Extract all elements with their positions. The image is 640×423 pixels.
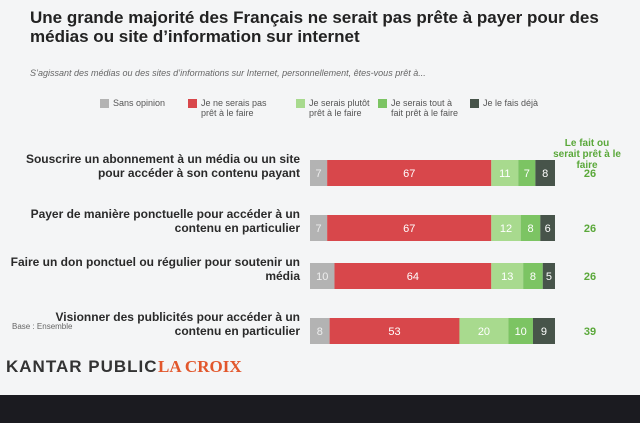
- data-label: 10: [515, 326, 527, 338]
- bar-segment: [532, 318, 555, 344]
- data-label: 6: [545, 223, 551, 235]
- data-label: 64: [407, 271, 419, 283]
- bar-segment: [310, 263, 335, 289]
- data-label: 5: [546, 271, 552, 283]
- bar-segment: [310, 160, 328, 186]
- bar-segment: [520, 215, 541, 241]
- total-label: 26: [584, 168, 596, 180]
- data-label: 7: [316, 223, 322, 235]
- data-label: 53: [388, 326, 400, 338]
- data-label: 7: [524, 168, 530, 180]
- data-label: 11: [499, 168, 510, 180]
- data-label: 7: [316, 168, 322, 180]
- data-label: 67: [403, 168, 415, 180]
- data-label: 8: [530, 271, 536, 283]
- total-label: 26: [584, 271, 596, 283]
- data-label: 12: [500, 223, 512, 235]
- legend-swatch: [470, 99, 479, 108]
- category-label: Visionner des publicités pour accéder à …: [55, 310, 300, 338]
- logo: LA CROIX: [158, 357, 242, 376]
- data-label: 8: [317, 326, 323, 338]
- category-label: Souscrire un abonnement à un média ou un…: [25, 152, 300, 180]
- bar-segment: [491, 263, 524, 289]
- bar-segment: [327, 160, 492, 186]
- bar-segment: [327, 215, 492, 241]
- data-label: 9: [541, 326, 547, 338]
- data-label: 8: [542, 168, 548, 180]
- legend-swatch: [378, 99, 387, 108]
- legend-swatch: [188, 99, 197, 108]
- legend-swatch: [296, 99, 305, 108]
- bar-segment: [523, 263, 543, 289]
- total-label: 39: [584, 326, 596, 338]
- data-label: 20: [478, 326, 490, 338]
- data-label: 8: [527, 223, 533, 235]
- total-label: 26: [584, 223, 596, 235]
- totals-title: Le fait ou serait prêt à le faire: [553, 138, 621, 171]
- bar-segment: [508, 318, 533, 344]
- bar-segment: [540, 215, 555, 241]
- logo: KANTAR PUBLIC: [6, 357, 158, 376]
- bar-segment: [518, 160, 536, 186]
- bar-segment: [329, 318, 460, 344]
- category-label: Payer de manière ponctuelle pour accéder…: [30, 207, 300, 235]
- bar-segment: [310, 215, 328, 241]
- legend-label: Je serais plutôt prêt à le faire: [309, 98, 370, 118]
- data-label: 67: [403, 223, 415, 235]
- chart-title: Une grande majorité des Français ne sera…: [30, 8, 599, 46]
- data-label: 10: [316, 271, 328, 283]
- legend-label: Sans opinion: [113, 98, 166, 108]
- legend-label: Je serais tout à fait prêt à le faire: [391, 98, 459, 118]
- legend-label: Je ne serais pas prêt à le faire: [201, 98, 267, 118]
- bar-segment: [491, 160, 519, 186]
- bar-segment: [542, 263, 555, 289]
- bar-segment: [459, 318, 509, 344]
- footnote: Base : Ensemble: [12, 322, 73, 331]
- legend-label: Je le fais déjà: [483, 98, 539, 108]
- category-label: Faire un don ponctuel ou régulier pour s…: [10, 255, 300, 283]
- bar-segment: [535, 160, 555, 186]
- bar-segment: [334, 263, 492, 289]
- data-label: 13: [501, 271, 513, 283]
- bar-segment: [491, 215, 521, 241]
- chart-subtitle: S’agissant des médias ou des sites d’inf…: [30, 68, 426, 78]
- bar-segment: [310, 318, 330, 344]
- legend-swatch: [100, 99, 109, 108]
